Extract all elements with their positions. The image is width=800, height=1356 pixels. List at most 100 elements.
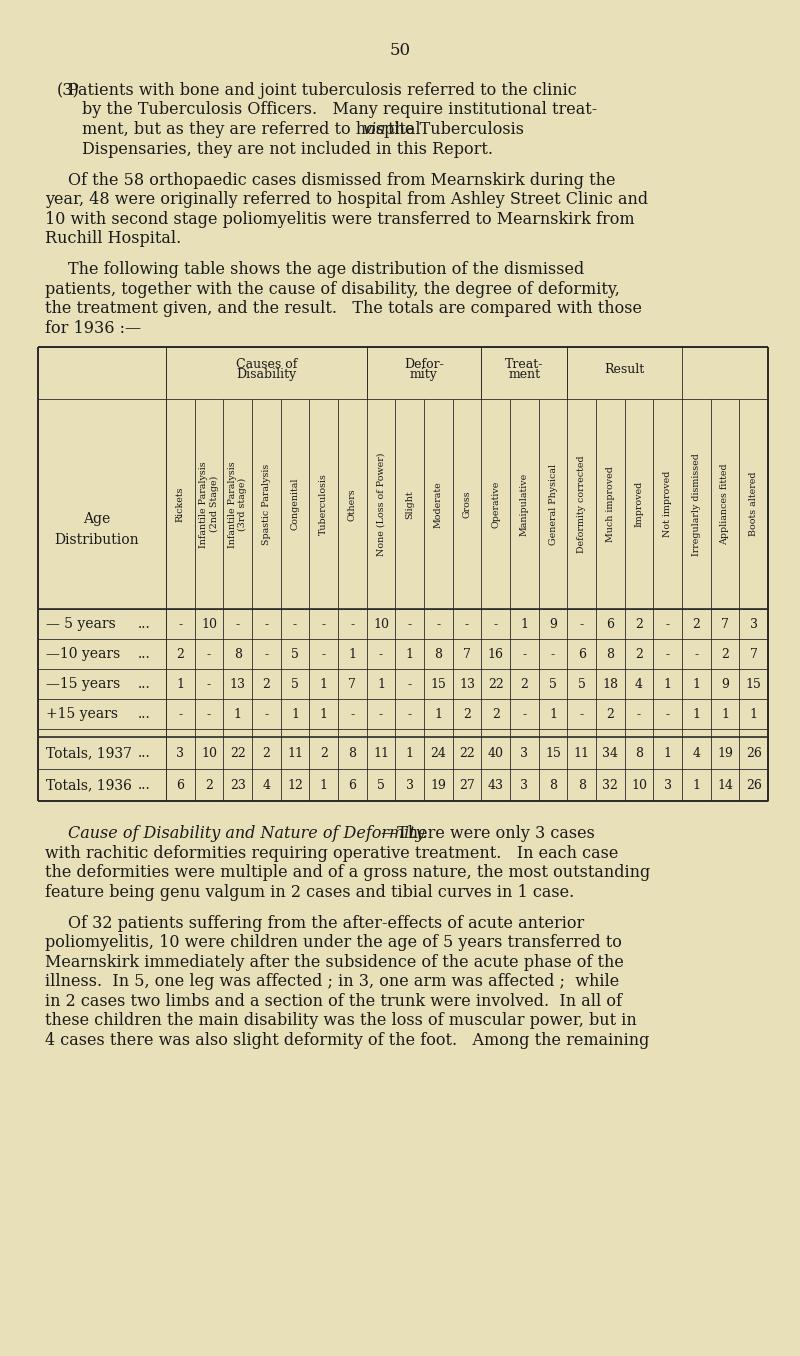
Text: 1: 1 <box>664 678 672 690</box>
Text: via: via <box>362 121 386 138</box>
Text: 1: 1 <box>406 648 414 660</box>
Text: -: - <box>465 618 469 631</box>
Text: 13: 13 <box>230 678 246 690</box>
Text: Disability: Disability <box>236 367 297 381</box>
Text: 1: 1 <box>721 708 729 720</box>
Text: 6: 6 <box>348 778 356 792</box>
Text: the treatment given, and the result.   The totals are compared with those: the treatment given, and the result. The… <box>45 301 642 317</box>
Text: Rickets: Rickets <box>176 487 185 522</box>
Text: -: - <box>178 618 182 631</box>
Text: Boots altered: Boots altered <box>749 472 758 537</box>
Text: poliomyelitis, 10 were children under the age of 5 years transferred to: poliomyelitis, 10 were children under th… <box>45 934 622 952</box>
Text: —There were only 3 cases: —There were only 3 cases <box>381 826 595 842</box>
Text: -: - <box>207 678 211 690</box>
Text: +15 years: +15 years <box>46 708 118 721</box>
Text: 8: 8 <box>549 778 557 792</box>
Text: Deformity corrected: Deformity corrected <box>577 456 586 553</box>
Text: 10: 10 <box>373 618 389 631</box>
Text: -: - <box>379 648 383 660</box>
Text: 5: 5 <box>578 678 586 690</box>
Text: -: - <box>264 708 268 720</box>
Text: -: - <box>522 708 526 720</box>
Text: 1: 1 <box>692 678 700 690</box>
Text: by the Tuberculosis Officers.   Many require institutional treat-: by the Tuberculosis Officers. Many requi… <box>82 102 598 118</box>
Text: 4: 4 <box>262 778 270 792</box>
Text: Dispensaries, they are not included in this Report.: Dispensaries, they are not included in t… <box>82 141 493 157</box>
Text: 27: 27 <box>459 778 475 792</box>
Text: 2: 2 <box>692 618 700 631</box>
Text: -: - <box>408 678 412 690</box>
Text: ...: ... <box>138 617 150 631</box>
Text: 22: 22 <box>230 747 246 759</box>
Text: General Physical: General Physical <box>549 464 558 545</box>
Text: 1: 1 <box>320 778 328 792</box>
Text: Infantile Paralysis
(3rd stage): Infantile Paralysis (3rd stage) <box>228 461 247 548</box>
Text: 1: 1 <box>348 648 356 660</box>
Text: 19: 19 <box>430 778 446 792</box>
Text: year, 48 were originally referred to hospital from Ashley Street Clinic and: year, 48 were originally referred to hos… <box>45 191 648 209</box>
Text: 4: 4 <box>635 678 643 690</box>
Text: -: - <box>322 648 326 660</box>
Text: Age
Distribution: Age Distribution <box>54 513 139 546</box>
Text: -: - <box>264 648 268 660</box>
Text: ...: ... <box>138 746 150 761</box>
Text: 3: 3 <box>750 618 758 631</box>
Text: 15: 15 <box>746 678 762 690</box>
Text: 7: 7 <box>348 678 356 690</box>
Text: Others: Others <box>348 488 357 521</box>
Text: 7: 7 <box>463 648 471 660</box>
Text: 2: 2 <box>463 708 471 720</box>
Text: ment: ment <box>508 367 540 381</box>
Text: -: - <box>637 708 641 720</box>
Text: 1: 1 <box>434 708 442 720</box>
Text: Totals, 1937: Totals, 1937 <box>46 746 132 761</box>
Text: Defor-: Defor- <box>404 358 444 370</box>
Text: (3): (3) <box>57 81 80 99</box>
Text: Infantile Paralysis
(2nd Stage): Infantile Paralysis (2nd Stage) <box>199 461 218 548</box>
Text: 24: 24 <box>430 747 446 759</box>
Text: The following table shows the age distribution of the dismissed: The following table shows the age distri… <box>68 262 584 278</box>
Text: 3: 3 <box>406 778 414 792</box>
Text: 2: 2 <box>606 708 614 720</box>
Text: 11: 11 <box>373 747 389 759</box>
Text: Irregularly dismissed: Irregularly dismissed <box>692 453 701 556</box>
Text: 2: 2 <box>721 648 729 660</box>
Text: -: - <box>178 708 182 720</box>
Text: ...: ... <box>138 677 150 692</box>
Text: illness.  In 5, one leg was affected ; in 3, one arm was affected ;  while: illness. In 5, one leg was affected ; in… <box>45 974 619 990</box>
Text: Of 32 patients suffering from the after-effects of acute anterior: Of 32 patients suffering from the after-… <box>68 915 584 932</box>
Text: -: - <box>580 618 584 631</box>
Text: 22: 22 <box>459 747 475 759</box>
Text: -: - <box>551 648 555 660</box>
Text: 11: 11 <box>574 747 590 759</box>
Text: 23: 23 <box>230 778 246 792</box>
Text: 10: 10 <box>201 747 217 759</box>
Text: patients, together with the cause of disability, the degree of deformity,: patients, together with the cause of dis… <box>45 281 620 298</box>
Text: 8: 8 <box>578 778 586 792</box>
Text: the deformities were multiple and of a gross nature, the most outstanding: the deformities were multiple and of a g… <box>45 864 650 881</box>
Text: Tuberculosis: Tuberculosis <box>319 473 328 536</box>
Text: Totals, 1936: Totals, 1936 <box>46 778 132 792</box>
Text: 19: 19 <box>717 747 733 759</box>
Text: -: - <box>436 618 440 631</box>
Text: -: - <box>522 648 526 660</box>
Text: 2: 2 <box>205 778 213 792</box>
Text: 12: 12 <box>287 778 303 792</box>
Text: Operative: Operative <box>491 480 500 527</box>
Text: -: - <box>207 708 211 720</box>
Text: -: - <box>236 618 240 631</box>
Text: ...: ... <box>138 647 150 662</box>
Text: 2: 2 <box>262 747 270 759</box>
Text: 34: 34 <box>602 747 618 759</box>
Text: 2: 2 <box>176 648 184 660</box>
Text: 16: 16 <box>488 648 504 660</box>
Text: in 2 cases two limbs and a section of the trunk were involved.  In all of: in 2 cases two limbs and a section of th… <box>45 993 622 1010</box>
Text: Not improved: Not improved <box>663 471 672 537</box>
Text: ment, but as they are referred to hospital: ment, but as they are referred to hospit… <box>82 121 426 138</box>
Text: 26: 26 <box>746 778 762 792</box>
Text: 26: 26 <box>746 747 762 759</box>
Text: Improved: Improved <box>634 481 643 527</box>
Text: 1: 1 <box>750 708 758 720</box>
Text: 9: 9 <box>549 618 557 631</box>
Text: 50: 50 <box>390 42 410 60</box>
